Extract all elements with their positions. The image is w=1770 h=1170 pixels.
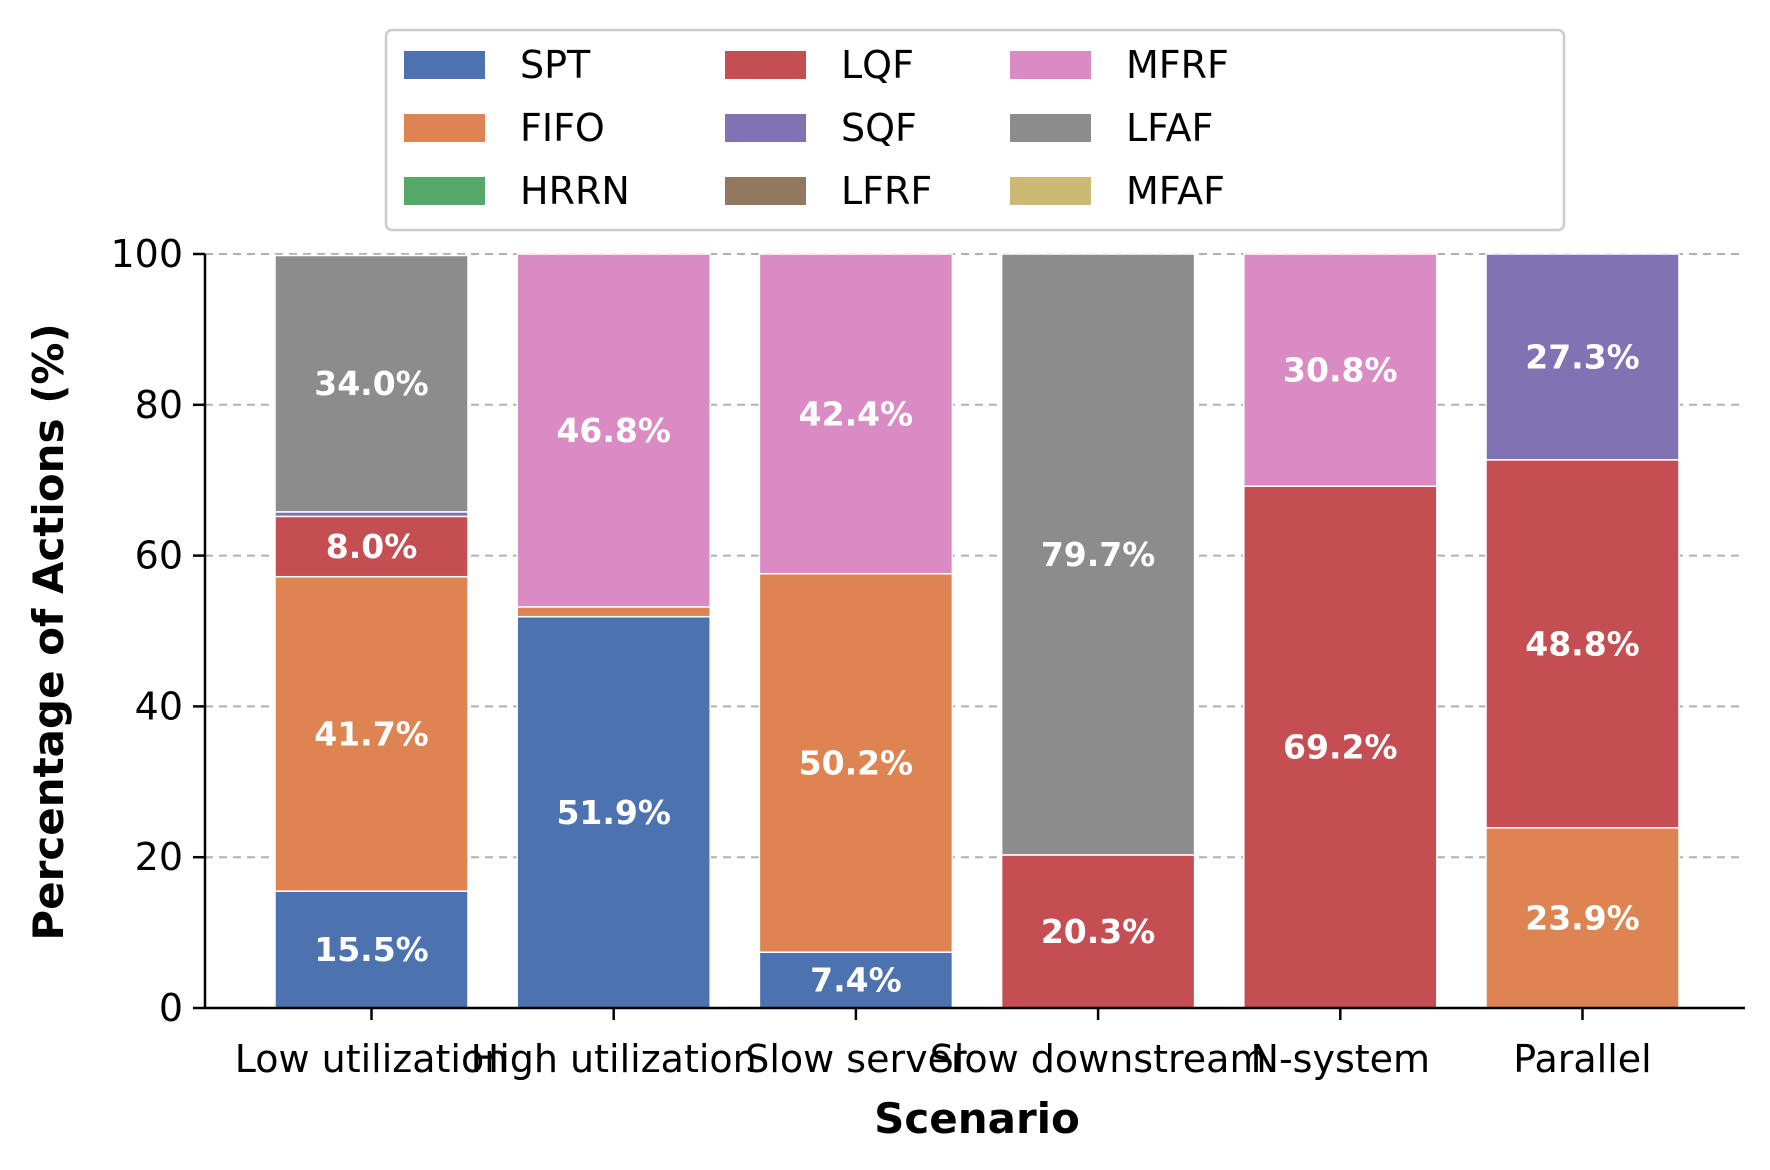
data-label: 34.0% [314,364,429,403]
data-label: 41.7% [314,714,429,753]
legend-swatch-mfrf [1010,51,1091,79]
y-axis-title: Percentage of Actions (%) [24,323,73,940]
x-tick-label: Slow server [745,1037,967,1081]
bar-segment-lfaf [274,254,469,513]
x-tick-label: Slow downstream [930,1037,1267,1081]
y-tick-label: 100 [110,232,183,276]
legend-label: MFRF [1126,43,1229,87]
data-labels: 15.5% 41.7% 8.0% 34.0% 51.9% 46.8% 7.4% 50.2% 42… [314,337,1640,999]
legend-label: HRRN [520,169,630,213]
bar-segment-fifo [1485,827,1680,1009]
data-label: 8.0% [326,527,418,566]
x-tick-label: N-system [1251,1037,1431,1081]
bar-segment-spt [516,615,711,1009]
x-tick-label: Parallel [1513,1037,1651,1081]
bar-segment-fifo [758,572,954,953]
legend-label: FIFO [520,106,605,150]
x-axis-title: Scenario [874,1094,1080,1143]
legend-swatch-lfrf [725,177,806,205]
bar-segment-fifo [516,606,711,618]
legend: SPT FIFO HRRN LQF SQF LFRF MFRF LFAF MFAF [384,28,1566,232]
data-label: 69.2% [1283,728,1398,767]
bar-segment-spt [758,951,954,1009]
legend-label: LFRF [841,169,932,213]
data-label: 51.9% [556,793,671,832]
data-label: 48.8% [1525,624,1640,663]
data-label: 23.9% [1525,898,1640,937]
data-label: 27.3% [1525,337,1640,376]
x-tick-label: High utilization [471,1037,757,1081]
bar-segment-lfaf [1000,253,1196,856]
bar-segment-spt [274,890,469,1009]
bar-segment-mfrf [758,253,954,575]
legend-label: LFAF [1126,106,1213,150]
data-label: 42.4% [799,394,914,433]
legend-swatch-sqf [725,114,806,142]
data-label: 7.4% [810,961,902,1000]
legend-frame [384,28,1566,232]
bars [274,253,1680,1009]
legend-swatch-fifo [404,114,485,142]
bar-segment-fifo [274,575,469,892]
legend-label: SQF [841,106,917,150]
bar-segment-mfrf [516,253,711,608]
legend-swatch-lqf [725,51,806,79]
bar-segment-lqf [1000,854,1196,1009]
legend-label: LQF [841,43,914,87]
y-tick-label: 20 [135,835,183,879]
x-tick-label: Low utilization [235,1037,509,1081]
data-label: 46.8% [556,411,671,450]
legend-label: MFAF [1126,169,1225,213]
legend-label: SPT [520,43,591,87]
data-label: 50.2% [799,743,914,782]
legend-swatch-spt [404,51,485,79]
data-label: 79.7% [1041,535,1156,574]
y-tick-label: 0 [159,986,183,1030]
data-label: 15.5% [314,930,429,969]
y-tick-label: 40 [135,684,183,728]
bar-segment-mfrf [1243,253,1438,487]
bar-segment-sqf [1485,253,1680,461]
data-label: 30.8% [1283,351,1398,390]
legend-swatch-lfaf [1010,114,1091,142]
bar-segment-lqf [1243,485,1438,1009]
legend-swatch-hrrn [404,177,485,205]
legend-swatch-mfaf [1010,177,1091,205]
y-tick-label: 80 [135,383,183,427]
y-tick-label: 60 [135,534,183,578]
data-label: 20.3% [1041,912,1156,951]
